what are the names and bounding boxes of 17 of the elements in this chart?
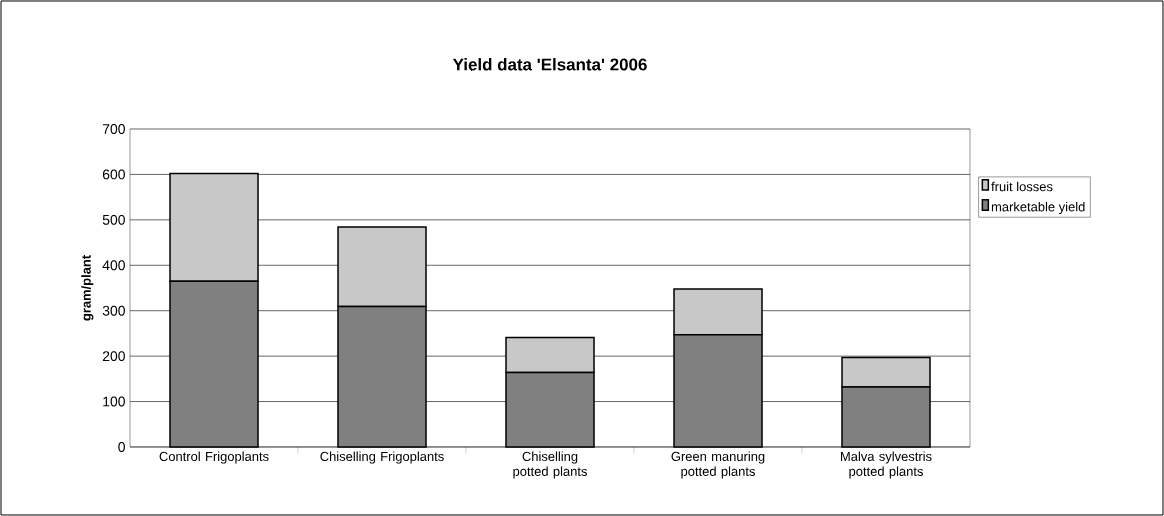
- legend-label: marketable yield: [991, 201, 1085, 214]
- y-tick-label: 500: [102, 214, 125, 225]
- y-tick-label: 400: [102, 260, 125, 271]
- y-tick-label: 700: [102, 124, 125, 134]
- x-tick-label: Chiselling Frigoplants: [320, 451, 444, 464]
- x-tick-label: Malva sylvestris potted plants: [841, 451, 932, 479]
- y-tick-label: 300: [102, 305, 125, 316]
- y-tick-label: 100: [103, 396, 125, 407]
- x-tick-label: Chiselling potted plants: [513, 451, 587, 479]
- legend-label: fruit losses: [991, 181, 1053, 192]
- x-tick-label: Control Frigoplants: [159, 451, 269, 464]
- y-tick-label: 0: [118, 442, 125, 452]
- y-tick-label: 200: [102, 351, 125, 362]
- y-axis-title: gram/plant: [81, 255, 94, 321]
- y-tick-label: 600: [102, 169, 125, 180]
- chart-title: Yield data 'Elsanta' 2006: [452, 58, 647, 71]
- x-tick-label: Green manuring potted plants: [671, 451, 765, 479]
